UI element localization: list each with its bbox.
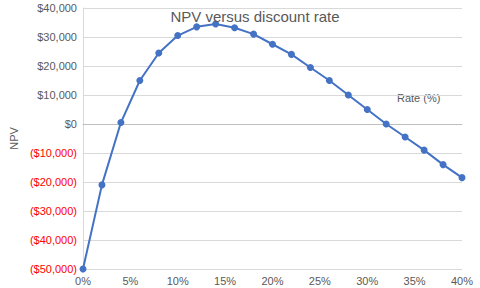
svg-text:($40,000): ($40,000): [30, 234, 77, 246]
svg-text:40%: 40%: [451, 275, 473, 287]
svg-text:($50,000): ($50,000): [30, 263, 77, 275]
svg-text:($10,000): ($10,000): [30, 147, 77, 159]
svg-text:10%: 10%: [167, 275, 189, 287]
svg-text:$10,000: $10,000: [37, 89, 77, 101]
svg-text:20%: 20%: [261, 275, 283, 287]
svg-text:$20,000: $20,000: [37, 60, 77, 72]
svg-text:35%: 35%: [404, 275, 426, 287]
svg-text:30%: 30%: [356, 275, 378, 287]
svg-text:5%: 5%: [122, 275, 138, 287]
svg-text:NPV: NPV: [8, 127, 20, 150]
svg-text:$0: $0: [65, 118, 77, 130]
svg-text:($30,000): ($30,000): [30, 205, 77, 217]
svg-text:$40,000: $40,000: [37, 2, 77, 14]
svg-text:($20,000): ($20,000): [30, 176, 77, 188]
svg-text:Rate (%): Rate (%): [397, 92, 440, 104]
svg-text:0%: 0%: [75, 275, 91, 287]
svg-text:$30,000: $30,000: [37, 31, 77, 43]
svg-text:NPV versus discount rate: NPV versus discount rate: [170, 8, 339, 25]
svg-text:15%: 15%: [214, 275, 236, 287]
svg-text:25%: 25%: [309, 275, 331, 287]
